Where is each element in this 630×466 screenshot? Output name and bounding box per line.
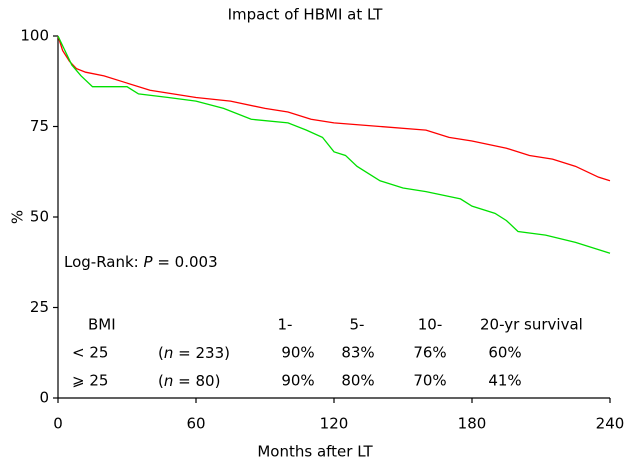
annotation-part: P bbox=[144, 253, 154, 271]
survival-label: 90% bbox=[281, 344, 314, 362]
row-count-part: n bbox=[164, 344, 174, 362]
y-tick-label: 75 bbox=[30, 117, 49, 135]
annotation: Log-Rank: P = 0.003 bbox=[64, 253, 218, 271]
y-axis-label: % bbox=[9, 210, 27, 224]
survival-label: 90% bbox=[281, 372, 314, 390]
survival-label: 83% bbox=[341, 344, 374, 362]
annotation-part: Log-Rank: bbox=[64, 253, 144, 271]
row-count-part: = 233) bbox=[173, 344, 230, 362]
row-count-part: n bbox=[164, 372, 174, 390]
table-header: BMI bbox=[88, 316, 116, 334]
survival-label: 70% bbox=[413, 372, 446, 390]
survival-label: 80% bbox=[341, 372, 374, 390]
survival-line bbox=[57, 35, 611, 182]
row-count-part: = 80) bbox=[173, 372, 220, 390]
table-header: 20-yr survival bbox=[480, 316, 583, 334]
y-tick-label: 0 bbox=[39, 389, 49, 407]
x-tick-label: 0 bbox=[53, 415, 63, 433]
annotation-part: = 0.003 bbox=[153, 253, 218, 271]
table-header: 1- bbox=[278, 316, 293, 334]
legend-label: < 25 bbox=[72, 344, 108, 362]
row-count: (n = 80) bbox=[158, 372, 220, 390]
chart-title: Impact of HBMI at LT bbox=[228, 6, 384, 24]
y-tick-label: 50 bbox=[30, 208, 49, 226]
row-count-part: ( bbox=[158, 372, 164, 390]
survival-label: 76% bbox=[413, 344, 446, 362]
survival-label: 41% bbox=[488, 372, 521, 390]
y-tick-label: 25 bbox=[30, 298, 49, 316]
x-axis-label: Months after LT bbox=[257, 443, 373, 461]
x-tick-label: 180 bbox=[458, 415, 487, 433]
x-tick-label: 60 bbox=[186, 415, 205, 433]
survival-line bbox=[57, 35, 611, 254]
x-tick-label: 120 bbox=[320, 415, 349, 433]
row-count: (n = 233) bbox=[158, 344, 230, 362]
table-header: 5- bbox=[350, 316, 365, 334]
y-tick-label: 100 bbox=[20, 27, 49, 45]
survival-label: 60% bbox=[488, 344, 521, 362]
legend-label: ⩾ 25 bbox=[72, 372, 108, 390]
table-header: 10- bbox=[418, 316, 443, 334]
x-tick-label: 240 bbox=[596, 415, 625, 433]
row-count-part: ( bbox=[158, 344, 164, 362]
